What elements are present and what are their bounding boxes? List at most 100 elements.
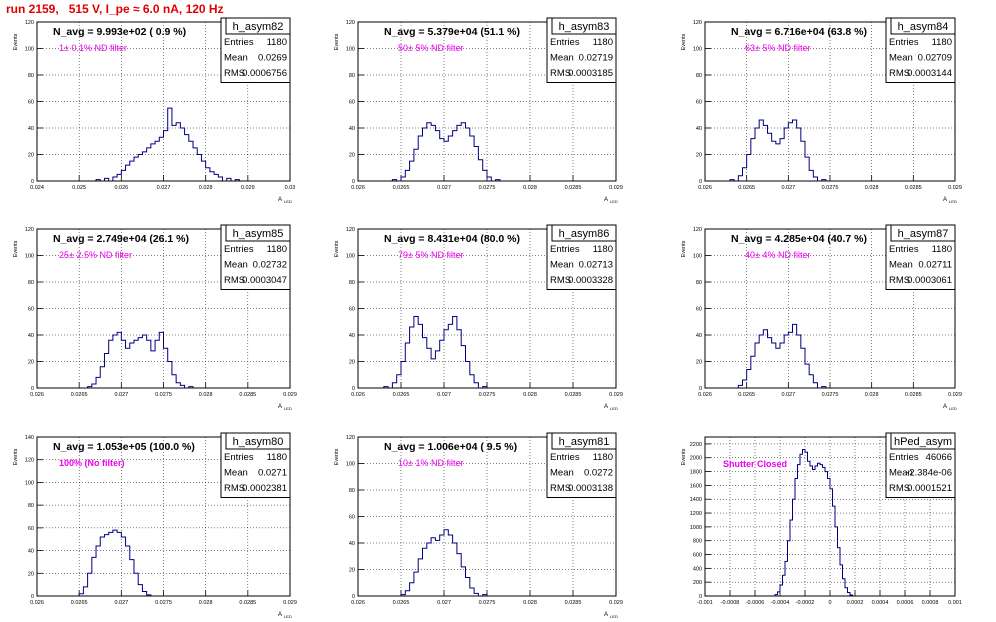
x-tick-label: 0.001 bbox=[948, 600, 962, 606]
stats-title-box bbox=[551, 17, 617, 35]
stats-label: Entries bbox=[224, 452, 254, 463]
y-axis-label: Events bbox=[13, 240, 19, 257]
stats-value: 1180 bbox=[267, 37, 287, 48]
y-tick-label: 120 bbox=[25, 227, 34, 233]
x-tick-label: 0.0275 bbox=[479, 392, 496, 398]
y-tick-label: 80 bbox=[349, 488, 355, 494]
y-tick-label: 0 bbox=[699, 594, 702, 600]
y-tick-label: 40 bbox=[349, 126, 355, 132]
stats-value: 0.0003185 bbox=[568, 68, 613, 79]
x-tick-label: 0.029 bbox=[948, 392, 962, 398]
x-tick-label: -0.0008 bbox=[721, 600, 740, 606]
x-axis-label-subscript: LED bbox=[949, 406, 957, 411]
histogram-panel-h_asym85: 0 20 40 60 80 100 120 0.026 0.0265 0.027 0.0275 0.0… bbox=[13, 224, 297, 411]
x-tick-label: 0.0285 bbox=[565, 600, 582, 606]
header-text: N_avg = 4.285e+04 (40.7 %) bbox=[731, 233, 867, 245]
y-tick-label: 1800 bbox=[690, 470, 702, 476]
stats-title-box bbox=[225, 224, 291, 242]
filter-annotation: 63± 5% ND filter bbox=[745, 43, 810, 53]
stats-label: Mean bbox=[550, 53, 574, 64]
stats-label: Mean bbox=[889, 260, 913, 271]
y-tick-label: 60 bbox=[349, 515, 355, 521]
y-tick-label: 80 bbox=[28, 280, 34, 286]
stats-value: 0.0003144 bbox=[907, 68, 952, 79]
stats-title-box bbox=[551, 432, 617, 450]
histogram-series bbox=[87, 331, 194, 388]
y-tick-label: 60 bbox=[349, 307, 355, 313]
header-text: N_avg = 5.379e+04 (51.1 %) bbox=[384, 26, 520, 38]
header-text: N_avg = 8.431e+04 (80.0 %) bbox=[384, 233, 520, 245]
stats-title-box bbox=[890, 432, 956, 450]
y-tick-label: 100 bbox=[346, 462, 355, 468]
stats-label: RMS bbox=[889, 68, 910, 79]
y-axis-label: Events bbox=[334, 448, 340, 465]
x-tick-label: 0.0275 bbox=[155, 600, 172, 606]
x-axis-label-subscript: LED bbox=[949, 199, 957, 204]
plot-frame bbox=[36, 228, 291, 389]
x-tick-label: 0.028 bbox=[199, 600, 213, 606]
histogram-series bbox=[78, 529, 152, 596]
histogram-panel-h_asym82: 0 20 40 60 80 100 120 0.024 0.025 0.026 0.027 0.028… bbox=[13, 17, 295, 204]
y-tick-label: 120 bbox=[25, 458, 34, 464]
y-tick-label: 120 bbox=[693, 227, 702, 233]
y-tick-label: 0 bbox=[699, 179, 702, 185]
stats-title: h_asym87 bbox=[898, 228, 949, 240]
x-tick-label: 0.027 bbox=[114, 392, 128, 398]
x-tick-label: 0.026 bbox=[30, 600, 44, 606]
stats-value: 0.0271 bbox=[258, 468, 287, 479]
y-tick-label: 0 bbox=[31, 386, 34, 392]
y-tick-label: 40 bbox=[28, 126, 34, 132]
y-tick-label: 20 bbox=[696, 153, 702, 159]
y-tick-label: 200 bbox=[693, 580, 702, 586]
y-tick-label: 400 bbox=[693, 566, 702, 572]
x-tick-label: 0.0265 bbox=[71, 600, 88, 606]
y-axis-label: Events bbox=[13, 33, 19, 50]
stats-value: 0.0272 bbox=[584, 468, 613, 479]
y-tick-label: 60 bbox=[28, 100, 34, 106]
x-tick-label: 0.028 bbox=[523, 600, 537, 606]
stats-value: 1180 bbox=[593, 244, 613, 255]
stats-value: 0.02713 bbox=[579, 260, 613, 271]
header-text: N_avg = 1.053e+05 (100.0 %) bbox=[53, 441, 195, 453]
stats-title: h_asym86 bbox=[559, 228, 610, 240]
y-tick-label: 100 bbox=[25, 480, 34, 486]
x-tick-label: 0.0006 bbox=[897, 600, 914, 606]
stats-value: 1180 bbox=[267, 244, 287, 255]
stats-value: 1180 bbox=[267, 452, 287, 463]
stats-label: RMS bbox=[224, 68, 245, 79]
header-text: N_avg = 2.749e+04 (26.1 %) bbox=[53, 233, 189, 245]
stats-value: 0.0003047 bbox=[242, 275, 287, 286]
filter-annotation: 1± 0.1% ND filter bbox=[59, 43, 127, 53]
filter-annotation: 40± 4% ND filter bbox=[745, 250, 810, 260]
x-tick-label: 0.026 bbox=[30, 392, 44, 398]
histogram-series bbox=[95, 107, 240, 181]
stats-label: Mean bbox=[550, 260, 574, 271]
x-tick-label: -0.0002 bbox=[796, 600, 815, 606]
y-tick-label: 60 bbox=[28, 526, 34, 532]
y-tick-label: 20 bbox=[349, 360, 355, 366]
y-tick-label: 2000 bbox=[690, 456, 702, 462]
stats-label: Mean bbox=[550, 468, 574, 479]
y-tick-label: 40 bbox=[28, 333, 34, 339]
x-tick-label: 0.027 bbox=[437, 392, 451, 398]
filter-annotation: 79± 5% ND filter bbox=[398, 250, 463, 260]
y-tick-label: 100 bbox=[346, 254, 355, 260]
x-tick-label: 0.029 bbox=[609, 600, 623, 606]
x-tick-label: 0.026 bbox=[351, 600, 365, 606]
y-axis-label: Events bbox=[334, 240, 340, 257]
x-axis-label: A bbox=[943, 197, 947, 203]
y-tick-label: 20 bbox=[696, 360, 702, 366]
plot-frame bbox=[357, 21, 617, 182]
y-tick-label: 80 bbox=[696, 280, 702, 286]
y-axis-label: Events bbox=[681, 448, 687, 465]
x-tick-label: 0.0285 bbox=[905, 185, 922, 191]
plot-frame bbox=[36, 21, 291, 182]
histogram-panel-h_asym81: 0 20 40 60 80 100 120 0.026 0.0265 0.027 0.0275 0.0… bbox=[334, 432, 623, 619]
y-tick-label: 0 bbox=[352, 179, 355, 185]
x-axis-label-subscript: LED bbox=[284, 199, 292, 204]
stats-label: Mean bbox=[889, 53, 913, 64]
stats-label: Entries bbox=[224, 37, 254, 48]
y-tick-label: 40 bbox=[696, 126, 702, 132]
stats-value: 0.02719 bbox=[579, 53, 613, 64]
